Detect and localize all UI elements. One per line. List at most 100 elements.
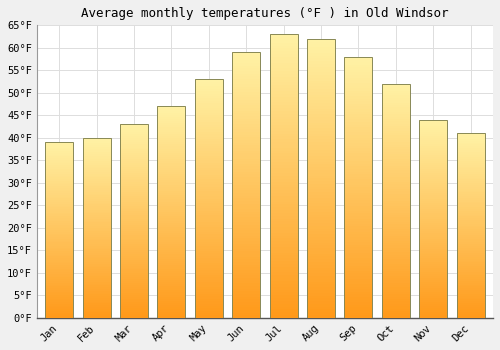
Bar (45, 191, 74, 193)
Bar (195, 299, 223, 301)
Bar (82, 176, 110, 177)
Bar (232, 275, 260, 278)
Bar (120, 246, 148, 248)
Bar (419, 257, 447, 258)
Bar (232, 108, 260, 111)
Bar (120, 237, 148, 238)
Bar (195, 105, 223, 108)
Bar (45, 307, 74, 309)
Bar (382, 112, 410, 114)
Bar (344, 119, 372, 122)
Bar (45, 264, 74, 265)
Bar (158, 314, 186, 316)
Bar (419, 138, 447, 140)
Bar (456, 170, 484, 172)
Bar (307, 100, 335, 103)
Bar (232, 241, 260, 244)
Bar (270, 182, 297, 184)
Bar (82, 138, 110, 140)
Bar (270, 165, 297, 168)
Bar (232, 153, 260, 156)
Bar (307, 248, 335, 251)
Bar (344, 294, 372, 297)
Bar (382, 110, 410, 112)
Bar (120, 234, 148, 237)
Bar (195, 108, 223, 110)
Bar (382, 135, 410, 138)
Bar (307, 150, 335, 153)
Bar (419, 179, 447, 181)
Bar (158, 195, 186, 197)
Bar (456, 257, 484, 259)
Bar (232, 182, 260, 185)
Bar (419, 252, 447, 254)
Bar (307, 66, 335, 70)
Bar (45, 230, 74, 232)
Bar (45, 292, 74, 293)
Bar (456, 259, 484, 261)
Bar (456, 255, 484, 257)
Bar (120, 302, 148, 304)
Bar (232, 97, 260, 100)
Bar (195, 136, 223, 139)
Bar (419, 158, 447, 159)
Bar (82, 143, 110, 145)
Bar (158, 170, 186, 172)
Bar (382, 182, 410, 184)
Bar (270, 204, 297, 207)
Bar (158, 280, 186, 282)
Bar (158, 166, 186, 168)
Bar (158, 138, 186, 140)
Bar (307, 97, 335, 100)
Bar (82, 217, 110, 219)
Bar (45, 286, 74, 288)
Bar (307, 94, 335, 97)
Bar (232, 304, 260, 307)
Bar (158, 182, 186, 184)
Bar (307, 259, 335, 262)
Bar (344, 263, 372, 266)
Bar (45, 202, 74, 204)
Bar (456, 288, 484, 290)
Bar (82, 310, 110, 313)
Bar (195, 91, 223, 93)
Bar (232, 188, 260, 190)
Bar (45, 226, 74, 228)
Bar (419, 209, 447, 211)
Bar (120, 304, 148, 306)
Bar (232, 273, 260, 275)
Bar (307, 301, 335, 304)
Bar (120, 188, 148, 190)
Bar (158, 113, 186, 115)
Bar (195, 79, 223, 318)
Bar (456, 261, 484, 262)
Bar (45, 204, 74, 205)
Bar (120, 155, 148, 157)
Bar (270, 68, 297, 71)
Bar (232, 294, 260, 296)
Bar (120, 186, 148, 188)
Bar (232, 95, 260, 97)
Bar (45, 306, 74, 307)
Bar (307, 201, 335, 203)
Bar (195, 234, 223, 237)
Bar (344, 226, 372, 229)
Bar (344, 219, 372, 221)
Bar (45, 276, 74, 278)
Bar (45, 148, 74, 149)
Bar (120, 254, 148, 256)
Bar (382, 217, 410, 219)
Bar (82, 316, 110, 318)
Bar (232, 198, 260, 201)
Bar (344, 106, 372, 109)
Bar (120, 310, 148, 312)
Bar (158, 161, 186, 163)
Bar (45, 279, 74, 281)
Bar (82, 212, 110, 214)
Bar (270, 292, 297, 295)
Bar (158, 297, 186, 299)
Bar (232, 89, 260, 92)
Bar (456, 137, 484, 139)
Bar (344, 91, 372, 93)
Bar (307, 42, 335, 44)
